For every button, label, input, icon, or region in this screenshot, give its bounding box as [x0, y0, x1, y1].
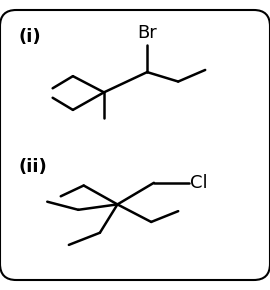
- Text: (i): (i): [19, 28, 42, 46]
- Text: Br: Br: [137, 24, 157, 42]
- Text: (ii): (ii): [19, 157, 48, 176]
- FancyBboxPatch shape: [0, 10, 270, 280]
- Text: Cl: Cl: [190, 174, 208, 192]
